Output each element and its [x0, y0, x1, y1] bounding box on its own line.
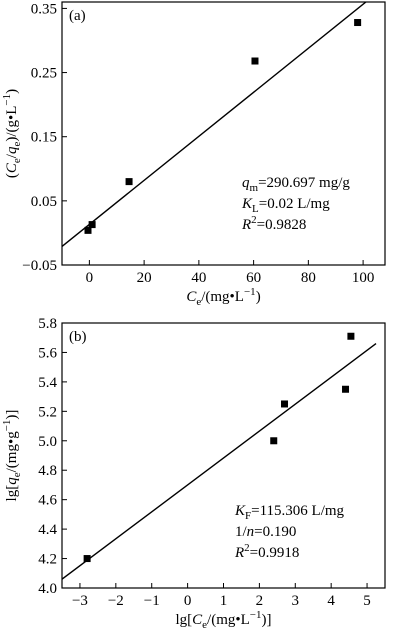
y-tick-label: 5.6 [38, 345, 57, 361]
x-tick-label: 80 [301, 270, 316, 286]
y-tick-label: 0.05 [31, 194, 57, 210]
y-axis-label: (Ce/qe)/(g•L−1) [1, 89, 23, 178]
data-point [251, 57, 259, 65]
plot-frame [61, 1, 386, 266]
x-tick-label: 4 [327, 593, 335, 609]
x-tick-label: 40 [191, 270, 206, 286]
annotation-line: R2=0.9918 [234, 542, 299, 561]
fit-line [62, 343, 377, 580]
x-tick-label: 1 [220, 593, 228, 609]
panel-label: (b) [69, 329, 87, 345]
y-tick-label: 4.8 [38, 463, 57, 479]
x-tick-label: 0 [184, 593, 192, 609]
x-tick-label: −3 [72, 593, 88, 609]
y-axis-label: lg[qe/(mg•g−1)] [1, 410, 23, 502]
data-point [270, 437, 278, 445]
plot-frame [61, 322, 386, 589]
y-tick-label: 4.0 [38, 581, 57, 597]
data-point [354, 19, 362, 27]
x-axis-label: lg[Ce/(mg•L−1)] [175, 609, 271, 631]
fit-line [62, 2, 367, 247]
x-tick-label: 0 [86, 270, 94, 286]
data-point [83, 555, 91, 563]
x-axis-label: Ce/(mg•L−1) [186, 286, 260, 308]
panel-b: −3 −2 −1 0 1 2 3 4 5 4.0 4.2 4.4 4.6 4.8 5.0 5.2 5.4 5.6 5… [1, 316, 386, 631]
y-tick-label: 5.4 [38, 375, 57, 391]
x-tick-label: −1 [144, 593, 160, 609]
y-tick-label: 5.0 [38, 434, 57, 450]
x-tick-label: 2 [256, 593, 264, 609]
x-tick-label: 5 [363, 593, 371, 609]
x-tick-label: 20 [137, 270, 152, 286]
y-tick-label: 4.2 [38, 552, 57, 568]
y-tick-label: 0.15 [31, 130, 57, 146]
x-tick-label: 100 [352, 270, 375, 286]
x-tick-label: 3 [292, 593, 300, 609]
data-point [281, 400, 289, 408]
data-point [342, 385, 350, 393]
data-point [84, 226, 92, 234]
annotation-line: KF=115.306 L/mg [234, 503, 345, 522]
x-tick-label: 60 [246, 270, 261, 286]
data-point [347, 332, 355, 340]
y-tick-label: 5.8 [38, 316, 57, 332]
y-tick-label: 0.35 [31, 1, 57, 17]
data-point [125, 178, 133, 186]
y-tick-label: 5.2 [38, 404, 57, 420]
y-tick-label: 4.6 [38, 493, 57, 509]
x-tick-label: −2 [108, 593, 124, 609]
y-tick-label: 0.25 [31, 66, 57, 82]
y-tick-label: −0.05 [22, 258, 57, 274]
annotation-line: 1/n=0.190 [235, 524, 296, 540]
annotation-line: KL=0.02 L/mg [241, 196, 330, 215]
panel-label: (a) [69, 8, 86, 24]
panel-a: 0 20 40 60 80 100 −0.05 0.05 0.15 0.25 0.35 (a) Ce/(… [1, 1, 386, 308]
annotation-line: R2=0.9828 [241, 214, 306, 233]
data-point [88, 221, 96, 229]
y-tick-label: 4.4 [38, 522, 57, 538]
annotation-line: qm=290.697 mg/g [242, 175, 350, 194]
